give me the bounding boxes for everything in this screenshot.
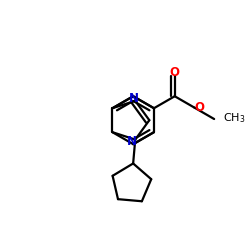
Text: N: N <box>127 135 137 148</box>
Text: O: O <box>170 66 180 79</box>
Text: CH$_3$: CH$_3$ <box>223 112 246 126</box>
Text: N: N <box>129 92 139 106</box>
Text: O: O <box>195 101 205 114</box>
